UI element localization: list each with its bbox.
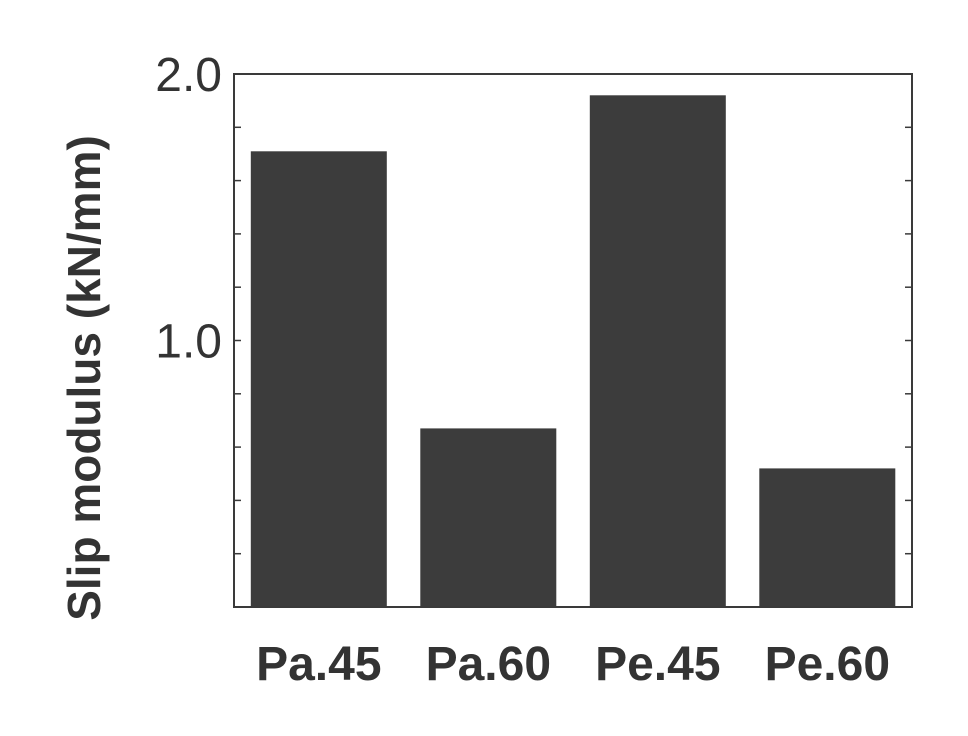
x-tick-label-pa-60: Pa.60 [426,638,551,691]
x-tick-label-pe-60: Pe.60 [765,638,890,691]
y-tick-label-1-0: 1.0 [155,316,222,369]
y-axis-title: Slip modulus (kN/mm) [58,135,110,621]
bar-pe-45 [590,95,726,607]
bars-layer [251,95,896,607]
x-tick-label-pa-45: Pa.45 [256,638,381,691]
bar-pa-45 [251,151,387,607]
x-tick-label-pe-45: Pe.45 [595,638,720,691]
bar-pe-60 [759,468,895,607]
y-tick-label-2-0: 2.0 [155,49,222,102]
bar-pa-60 [420,428,556,607]
